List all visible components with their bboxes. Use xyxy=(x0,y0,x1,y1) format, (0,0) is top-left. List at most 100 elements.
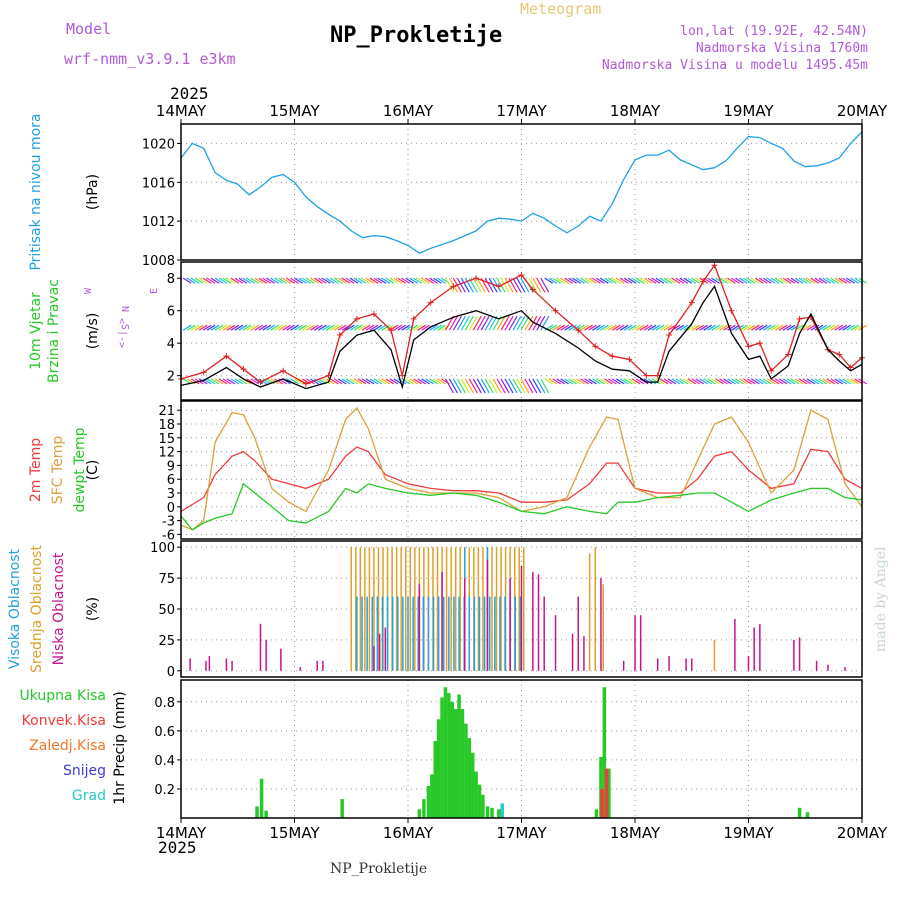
gust-marker xyxy=(370,310,377,317)
panel-frame xyxy=(180,540,863,678)
gust-marker xyxy=(495,283,502,290)
gust-marker xyxy=(336,332,343,339)
wind-barb xyxy=(639,324,649,331)
wind-barb xyxy=(365,324,375,331)
wind-barb xyxy=(715,324,724,331)
wind-barb xyxy=(202,277,212,284)
direction-n: N xyxy=(121,306,132,312)
wind-barb xyxy=(695,378,705,385)
panel-frame xyxy=(180,261,863,401)
wind-barb xyxy=(314,324,323,331)
wind-barb xyxy=(532,277,542,293)
wind-barb xyxy=(707,277,716,284)
y-tick-label: 8 xyxy=(167,272,175,287)
wind-barb xyxy=(464,277,474,293)
wind-barb xyxy=(544,277,554,284)
gust-marker xyxy=(592,343,599,350)
wind-barb xyxy=(592,378,601,385)
wind-barb xyxy=(635,277,645,284)
wind-barb xyxy=(556,277,566,284)
wind-barb xyxy=(512,277,522,293)
wind-barb xyxy=(834,277,844,284)
wind-barb xyxy=(774,324,784,331)
y-tick-label: 6 xyxy=(167,473,175,488)
wind-barb xyxy=(751,324,760,331)
gust-marker xyxy=(200,369,207,376)
wind-barb xyxy=(723,277,732,284)
y-tick-label: 0 xyxy=(167,665,175,680)
y-tick-label: 3 xyxy=(167,487,175,502)
wind-barb xyxy=(298,277,307,284)
wind-barb xyxy=(341,378,351,385)
unit-label: 1hr Precip (mm) xyxy=(112,691,128,804)
y-tick-label: 18 xyxy=(158,418,175,433)
wind-barb xyxy=(679,277,689,284)
wind-barb xyxy=(234,378,244,385)
wind-barb xyxy=(564,277,573,284)
wind-barb xyxy=(798,378,808,385)
wind-barb xyxy=(278,324,287,331)
wind-barb xyxy=(321,324,331,331)
model-elevation: Nadmorska Visina u modelu 1495.45m xyxy=(601,58,868,73)
wind-barb xyxy=(576,378,585,385)
wind-barb xyxy=(719,324,728,331)
unit-label: (C) xyxy=(85,460,101,481)
wind-barb xyxy=(556,378,566,385)
direction-e: E xyxy=(149,288,160,294)
wind-barb xyxy=(270,324,279,331)
wind-barb xyxy=(834,324,844,331)
wind-barb xyxy=(822,378,832,385)
wind-barb xyxy=(476,277,486,293)
wind-barb xyxy=(353,324,363,331)
wind-barb xyxy=(743,324,752,331)
wind-barb xyxy=(274,324,283,331)
wind-barb xyxy=(770,378,780,385)
wind-barb xyxy=(826,324,836,331)
wind-barb xyxy=(500,277,510,293)
x-tick-label-bottom: 17MAY xyxy=(496,824,547,842)
wind-barb xyxy=(484,277,494,293)
y-tick-label: 100 xyxy=(150,541,175,556)
wind-barb xyxy=(762,277,772,284)
panel-precip: 0.2 0.4 0.6 0.8 xyxy=(154,679,863,819)
wind-barb xyxy=(226,378,236,385)
wind-barb xyxy=(584,378,593,385)
wind-barb xyxy=(333,324,343,331)
wind-barb xyxy=(417,277,426,284)
panel-clouds: 0 25 50 75 100 xyxy=(150,540,863,680)
wind-barb xyxy=(703,324,712,331)
y-tick-label: 15 xyxy=(158,432,175,447)
wind-barb xyxy=(608,277,617,284)
wind-barb xyxy=(774,277,784,284)
wind-barb xyxy=(786,277,796,284)
wind-barb xyxy=(588,324,597,331)
wind-barb xyxy=(444,277,454,293)
wind-barb xyxy=(838,324,848,331)
x-tick-label-top: 19MAY xyxy=(723,102,774,120)
wind-barb xyxy=(675,378,685,385)
wind-barb xyxy=(468,378,478,394)
bar xyxy=(450,701,455,818)
wind-barb xyxy=(222,378,232,385)
wind-barb xyxy=(345,378,355,385)
wind-barb xyxy=(683,277,693,284)
wind-barb xyxy=(500,378,510,394)
x-tick-label-top: 16MAY xyxy=(383,102,434,120)
bar xyxy=(430,774,434,818)
wind-barb xyxy=(651,324,661,331)
bar xyxy=(264,810,268,818)
gust-marker xyxy=(756,340,763,347)
wind-barb xyxy=(222,324,232,331)
wind-barb xyxy=(699,324,709,331)
wind-barb xyxy=(568,324,577,331)
wind-barb xyxy=(381,277,391,284)
bar xyxy=(443,687,448,818)
wind-barb xyxy=(826,378,836,385)
wind-barb xyxy=(572,378,581,385)
wind-barb xyxy=(456,277,466,293)
wind-barb xyxy=(596,378,605,385)
wind-barb xyxy=(488,315,498,331)
wind-barb xyxy=(604,378,613,385)
wind-barb xyxy=(508,315,518,331)
wind-barb xyxy=(846,277,855,284)
